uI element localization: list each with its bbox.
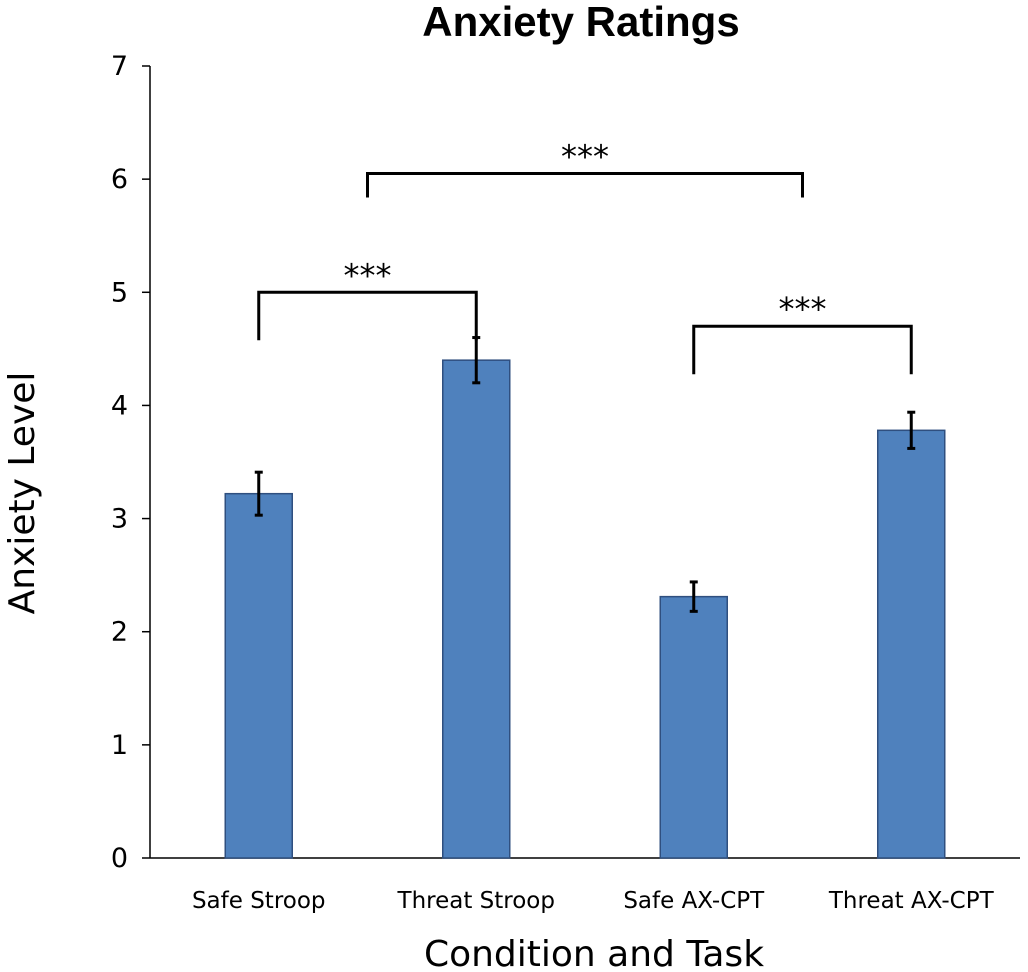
- bar-safe-ax-cpt: [659, 595, 728, 859]
- bar-safe-stroop: [224, 492, 293, 859]
- significance-label: ***: [561, 137, 609, 175]
- significance-bracket: [366, 171, 804, 198]
- y-axis-label: Anxiety Level: [2, 372, 43, 615]
- bar-threat-stroop: [442, 359, 511, 859]
- plot-area: 0 1 2 3 4 5 6 7 Safe Stroop Threat Stroop Safe AX-…: [111, 51, 1020, 914]
- y-tick-label: 2: [111, 617, 128, 648]
- y-tick-label: 6: [111, 164, 128, 195]
- y-tick-label: 0: [111, 843, 128, 874]
- y-tick-label: 5: [111, 277, 128, 308]
- y-tick-label: 1: [111, 730, 128, 761]
- x-tick-label: Safe AX-CPT: [623, 888, 765, 914]
- significance-bracket: [257, 290, 478, 341]
- x-tick-label: Threat Stroop: [397, 888, 555, 914]
- x-tick-label: Threat AX-CPT: [828, 888, 995, 914]
- x-tick-label: Safe Stroop: [192, 888, 326, 914]
- y-tick-label: 4: [111, 390, 128, 421]
- significance-label: ***: [344, 256, 392, 294]
- bar-threat-ax-cpt: [877, 429, 946, 859]
- chart-title: Anxiety Ratings: [422, 0, 739, 45]
- y-tick-label: 7: [111, 51, 128, 82]
- significance-label: ***: [779, 290, 827, 328]
- x-axis-label: Condition and Task: [424, 934, 764, 972]
- significance-bracket: [692, 324, 913, 375]
- y-tick-label: 3: [111, 504, 128, 535]
